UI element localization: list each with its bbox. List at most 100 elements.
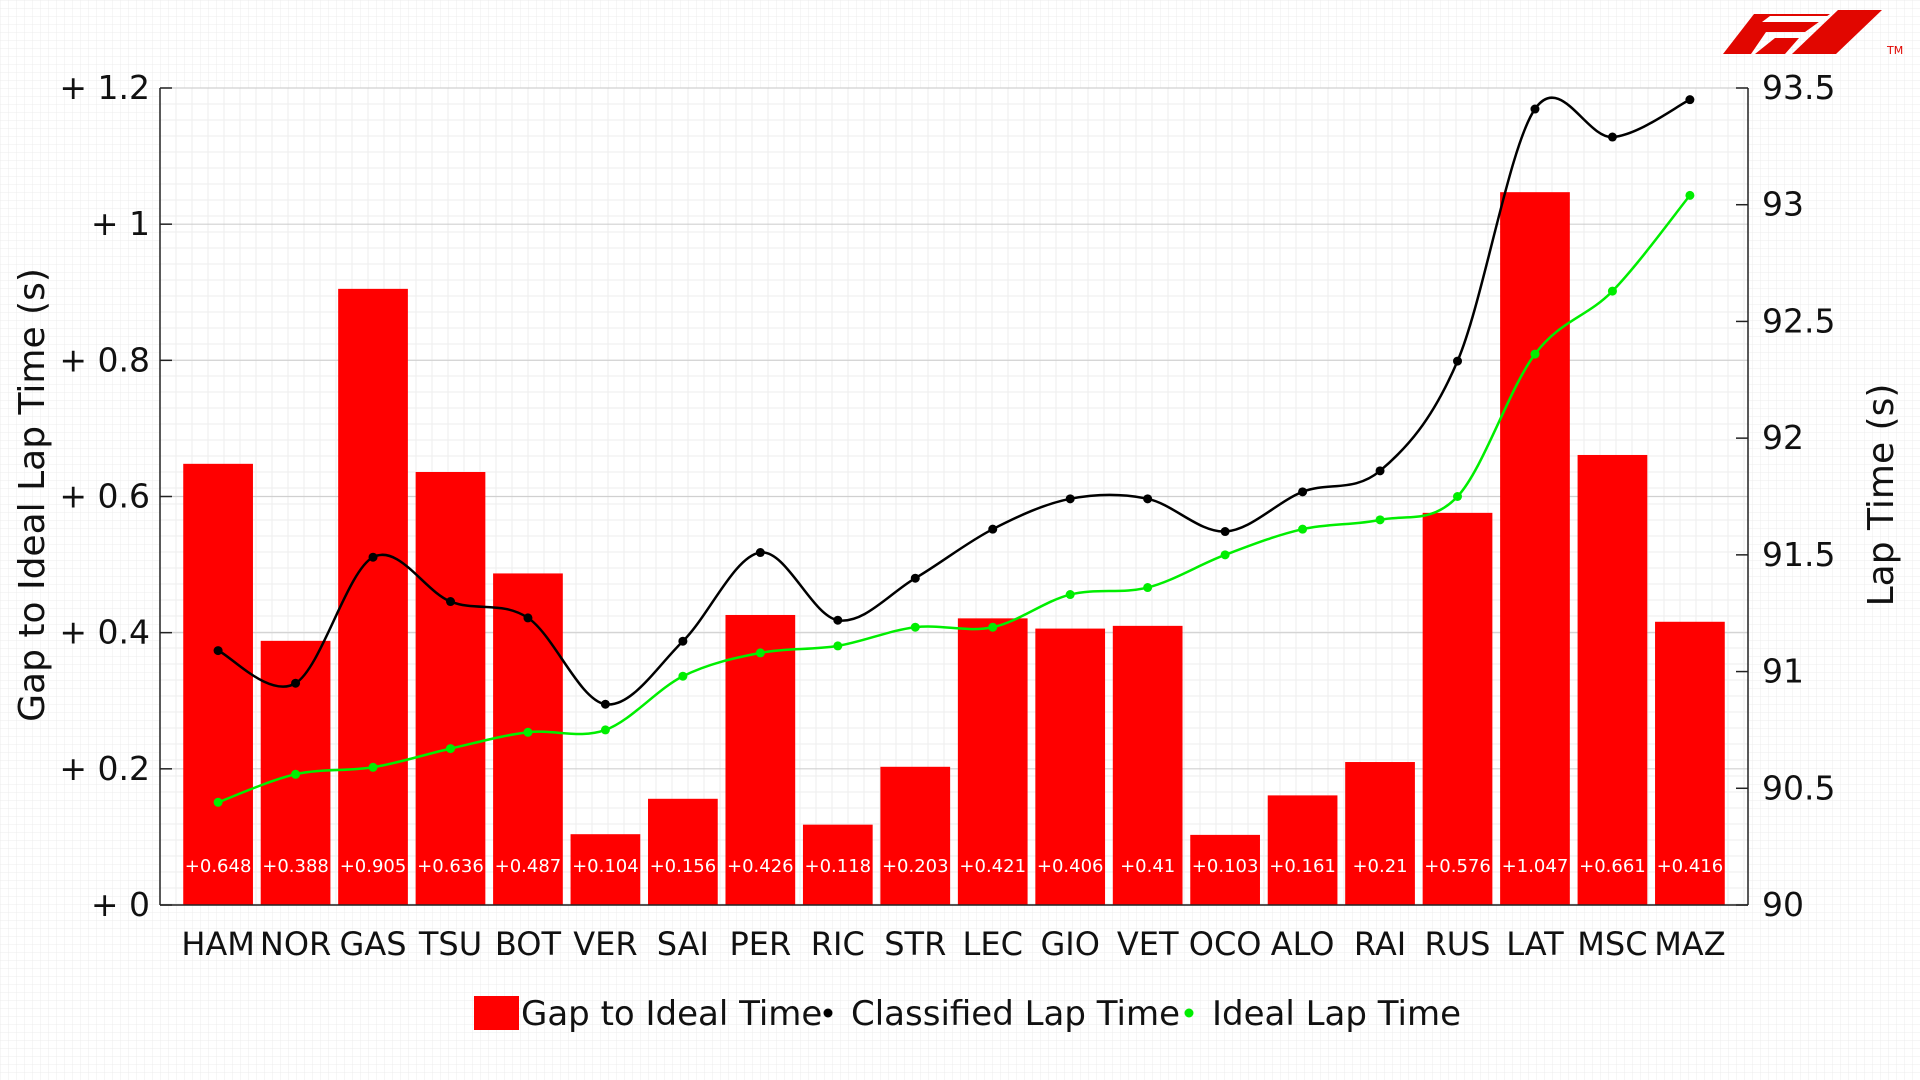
right-axis-ticks: 90 90.5 91 91.5 92 92.5 93 93.5 [1736, 68, 1835, 924]
classified-point-sai [678, 636, 688, 646]
y-right-tick-label: 90.5 [1762, 768, 1835, 807]
bar-label-ver: +0.104 [572, 856, 639, 877]
legend: Gap to Ideal Time Classified Lap Time Idea… [474, 994, 1461, 1034]
bar-alo [1267, 795, 1338, 905]
ideal-point-gio [1065, 590, 1075, 600]
bar-ric [802, 824, 873, 905]
y-right-tick-label: 91.5 [1762, 535, 1835, 574]
ideal-point-rus [1453, 492, 1463, 501]
x-tick-label-msc: MSC [1577, 925, 1647, 963]
ideal-point-ric [833, 641, 843, 651]
bar-label-ham: +0.648 [185, 856, 252, 877]
bar-label-bot: +0.487 [495, 856, 562, 877]
left-axis-ticks: + 0 + 0.2 + 0.4 + 0.6 + 0.8 + 1 + 1.2 [59, 68, 172, 924]
y-axis-left-label: Gap to Ideal Lap Time (s) [12, 268, 53, 722]
x-tick-label-ham: HAM [181, 925, 255, 963]
classified-point-lat [1530, 104, 1540, 114]
classified-point-rai [1375, 466, 1385, 476]
classified-point-vet [1143, 494, 1153, 504]
bar-label-lec: +0.421 [959, 856, 1026, 877]
ideal-point-ham [213, 797, 223, 807]
y-right-tick-label: 92 [1762, 418, 1804, 457]
y-right-tick-label: 91 [1762, 652, 1804, 691]
classified-point-alo [1298, 487, 1308, 497]
bar-label-maz: +0.416 [1657, 856, 1724, 877]
bar-label-alo: +0.161 [1269, 856, 1336, 877]
bar-per [725, 614, 796, 905]
x-tick-label-maz: MAZ [1654, 925, 1725, 963]
x-tick-label-gas: GAS [340, 925, 407, 963]
y-left-tick-label: + 0.4 [59, 613, 150, 652]
y-right-tick-label: 93.5 [1762, 68, 1835, 107]
classified-point-ric [833, 615, 843, 625]
classified-point-gas [368, 552, 378, 562]
bar-ham [183, 463, 253, 905]
ideal-point-alo [1298, 524, 1308, 534]
ideal-point-vet [1143, 583, 1153, 593]
bar-lec [957, 618, 1028, 905]
bar-maz [1655, 621, 1725, 905]
bar-tsu [415, 471, 486, 905]
x-tick-label-per: PER [729, 925, 791, 963]
y-left-tick-label: + 1.2 [59, 68, 150, 107]
legend-label-ideal: Ideal Lap Time [1212, 994, 1461, 1034]
classified-point-str [910, 573, 920, 583]
bar-rai [1345, 762, 1415, 905]
y-left-tick-label: + 0.8 [59, 340, 150, 379]
legend-label-gap: Gap to Ideal Time [521, 994, 822, 1034]
bar-label-nor: +0.388 [262, 856, 329, 877]
ideal-point-maz [1685, 190, 1695, 200]
classified-point-ham [213, 646, 223, 656]
bar-label-lat: +1.047 [1502, 856, 1569, 877]
ideal-point-bot [523, 727, 533, 737]
classified-point-gio [1065, 494, 1075, 504]
bar-label-str: +0.203 [882, 856, 949, 877]
legend-label-classified: Classified Lap Time [851, 994, 1180, 1034]
x-tick-label-tsu: TSU [418, 925, 482, 963]
x-tick-label-sai: SAI [657, 925, 709, 963]
x-tick-label-str: STR [884, 925, 946, 963]
bar-gio [1035, 628, 1106, 905]
bar-gas [338, 288, 408, 905]
gap-bars [183, 192, 1725, 906]
legend-marker-classified [823, 1008, 833, 1018]
y-right-tick-label: 93 [1762, 185, 1804, 224]
bar-sai [648, 798, 718, 905]
bar-str [880, 766, 951, 905]
lap-time-lines [213, 95, 1695, 807]
y-left-tick-label: + 0.2 [59, 749, 150, 788]
bar-bot [493, 573, 563, 905]
x-tick-label-nor: NOR [260, 925, 331, 963]
classified-point-lec [988, 524, 998, 534]
y-left-tick-label: + 0 [91, 885, 150, 924]
x-tick-label-lec: LEC [963, 925, 1023, 963]
legend-marker-ideal [1184, 1008, 1194, 1018]
ideal-point-lat [1530, 349, 1540, 359]
x-tick-label-vet: VET [1117, 925, 1179, 963]
classified-point-oco [1220, 527, 1230, 537]
ideal-point-rai [1375, 515, 1385, 525]
bar-label-gio: +0.406 [1037, 856, 1104, 877]
x-tick-label-oco: OCO [1189, 925, 1262, 963]
classified-point-msc [1607, 132, 1617, 142]
x-tick-label-ver: VER [573, 925, 637, 963]
bar-label-per: +0.426 [727, 856, 794, 877]
bar-label-tsu: +0.636 [417, 856, 484, 877]
x-axis-ticks: HAM NOR GAS TSU BOT VER SAI PER RIC STR LEC GIO VET O… [181, 925, 1725, 963]
ideal-point-tsu [445, 744, 455, 754]
ideal-point-per [755, 648, 765, 658]
x-tick-label-alo: ALO [1271, 925, 1335, 963]
ideal-point-nor [291, 769, 301, 779]
ideal-point-ver [600, 725, 610, 735]
x-tick-label-rus: RUS [1425, 925, 1491, 963]
x-tick-label-rai: RAI [1354, 925, 1406, 963]
classified-point-rus [1453, 356, 1463, 366]
classified-point-maz [1685, 95, 1695, 105]
trademark-mark: TM [1886, 44, 1903, 57]
bar-label-rus: +0.576 [1424, 856, 1491, 877]
bar-label-oco: +0.103 [1192, 856, 1259, 877]
bar-label-sai: +0.156 [650, 856, 717, 877]
bar-label-gas: +0.905 [340, 856, 407, 877]
bar-label-vet: +0.41 [1120, 856, 1175, 877]
